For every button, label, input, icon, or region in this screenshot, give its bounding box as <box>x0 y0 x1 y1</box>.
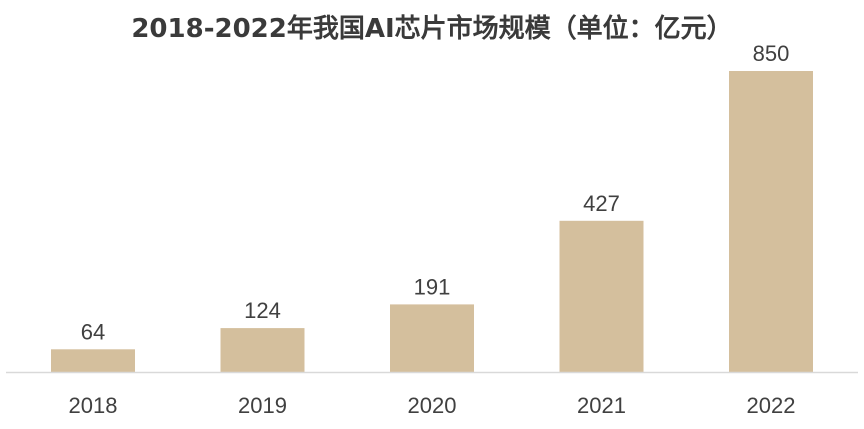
value-labels-group: 64 124 191 427 850 <box>81 41 790 344</box>
category-label-2019: 2019 <box>238 393 287 418</box>
bar-2018 <box>51 349 135 372</box>
bar-2022 <box>729 71 813 372</box>
value-label-2018: 64 <box>81 319 105 344</box>
category-labels-group: 2018 2019 2020 2021 2022 <box>69 393 796 418</box>
bar-2021 <box>559 220 644 372</box>
value-label-2020: 191 <box>414 274 451 299</box>
category-label-2020: 2020 <box>408 393 457 418</box>
chart-title: 2018-2022年我国AI芯片市场规模（单位：亿元） <box>131 14 733 44</box>
value-label-2021: 427 <box>583 191 620 216</box>
category-label-2018: 2018 <box>69 393 118 418</box>
bar-2019 <box>220 328 305 372</box>
bars-group <box>51 71 813 372</box>
category-label-2022: 2022 <box>747 393 796 418</box>
bar-2020 <box>390 304 474 372</box>
value-label-2019: 124 <box>244 298 281 323</box>
value-label-2022: 850 <box>753 41 790 66</box>
category-label-2021: 2021 <box>577 393 626 418</box>
